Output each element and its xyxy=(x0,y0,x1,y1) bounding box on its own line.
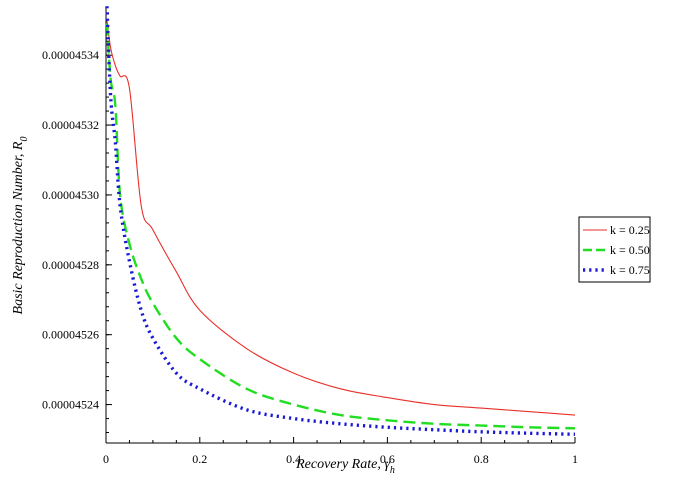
x-tick-label: 0.6 xyxy=(380,452,395,466)
y-tick-label: 0.00004534 xyxy=(42,48,99,62)
legend: k = 0.25 k = 0.50 k = 0.75 xyxy=(578,216,651,283)
ticks: 0 0.2 0.4 0.6 0.8 1 0.00004524 0.00004526 0.0000… xyxy=(42,12,578,466)
legend-label: k = 0.50 xyxy=(610,243,650,257)
x-tick-label: 0.4 xyxy=(286,452,301,466)
x-tick-label: 1 xyxy=(572,452,578,466)
x-tick-label: 0 xyxy=(103,452,109,466)
y-axis-title: Basic Reproduction Number, R0 xyxy=(11,137,30,315)
y-tick-label: 0.00004532 xyxy=(42,118,99,132)
legend-label: k = 0.75 xyxy=(610,263,650,277)
y-tick-label: 0.00004530 xyxy=(42,188,99,202)
y-tick-label: 0.00004526 xyxy=(42,328,99,342)
series-line-3 xyxy=(105,6,576,436)
series-line-1 xyxy=(106,20,576,416)
x-tick-label: 0.8 xyxy=(474,452,489,466)
series-lines xyxy=(105,6,576,436)
series-line-2 xyxy=(105,23,576,430)
x-tick-label: 0.2 xyxy=(192,452,207,466)
x-axis-title: Recovery Rate, γh xyxy=(295,457,395,476)
axes xyxy=(105,8,575,444)
legend-label: k = 0.25 xyxy=(610,223,650,237)
y-tick-label: 0.00004528 xyxy=(42,258,99,272)
y-tick-label: 0.00004524 xyxy=(42,398,99,412)
